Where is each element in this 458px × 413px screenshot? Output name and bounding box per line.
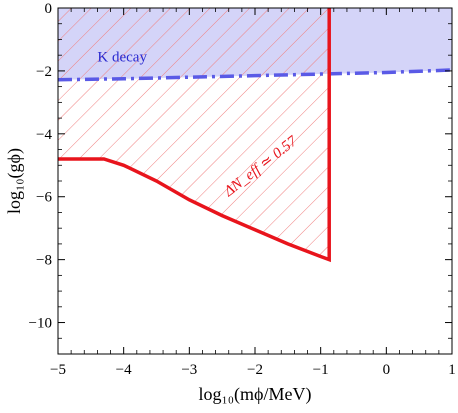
x-tick-label: −5 <box>50 362 66 378</box>
x-tick-label: −2 <box>247 362 263 378</box>
x-tick-label: −1 <box>313 362 329 378</box>
kdecay-line <box>58 68 452 82</box>
y-tick-label: −10 <box>29 316 52 332</box>
y-tick-label: −2 <box>36 64 52 80</box>
y-tick-label: −8 <box>36 253 52 269</box>
neff-line <box>58 8 331 263</box>
x-tick-label: −4 <box>116 362 132 378</box>
kdecay-annotation: K decay <box>97 49 147 65</box>
y-axis-label: log₁₀(gϕ) <box>4 148 25 214</box>
x-tick-label: 0 <box>383 362 391 378</box>
x-tick-label: 1 <box>448 362 456 378</box>
y-tick-label: −6 <box>36 190 52 206</box>
y-tick-label: −4 <box>36 127 52 143</box>
x-tick-label: −3 <box>181 362 197 378</box>
neff-hatched-region <box>58 8 330 260</box>
y-tick-label: 0 <box>45 1 53 17</box>
x-axis-label: log₁₀(mϕ/MeV) <box>198 384 311 405</box>
